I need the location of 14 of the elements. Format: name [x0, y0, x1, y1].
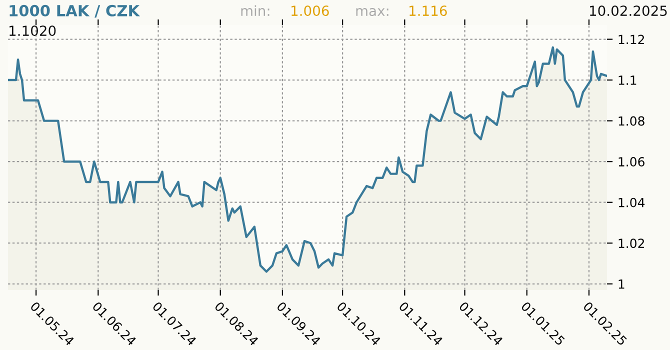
y-tick-label: 1.06: [618, 157, 644, 167]
y-tick-label: 1.08: [618, 116, 644, 126]
y-tick-label: 1.12: [618, 34, 644, 44]
y-tick-label: 1.04: [618, 198, 645, 208]
annotation: 1.1020: [10, 26, 56, 36]
y-tick-label: 1.02: [618, 238, 644, 248]
text: 10.02.2025: [590, 6, 667, 16]
y-tick-label: 1: [618, 280, 624, 289]
y-tick-label: 1.1: [618, 76, 636, 85]
text: min:: [241, 5, 270, 16]
text: max:: [356, 8, 388, 16]
text: 1.006: [292, 6, 329, 16]
text: 1.116: [410, 6, 447, 16]
chart-title: 1000 LAK / CZK: [10, 4, 140, 18]
